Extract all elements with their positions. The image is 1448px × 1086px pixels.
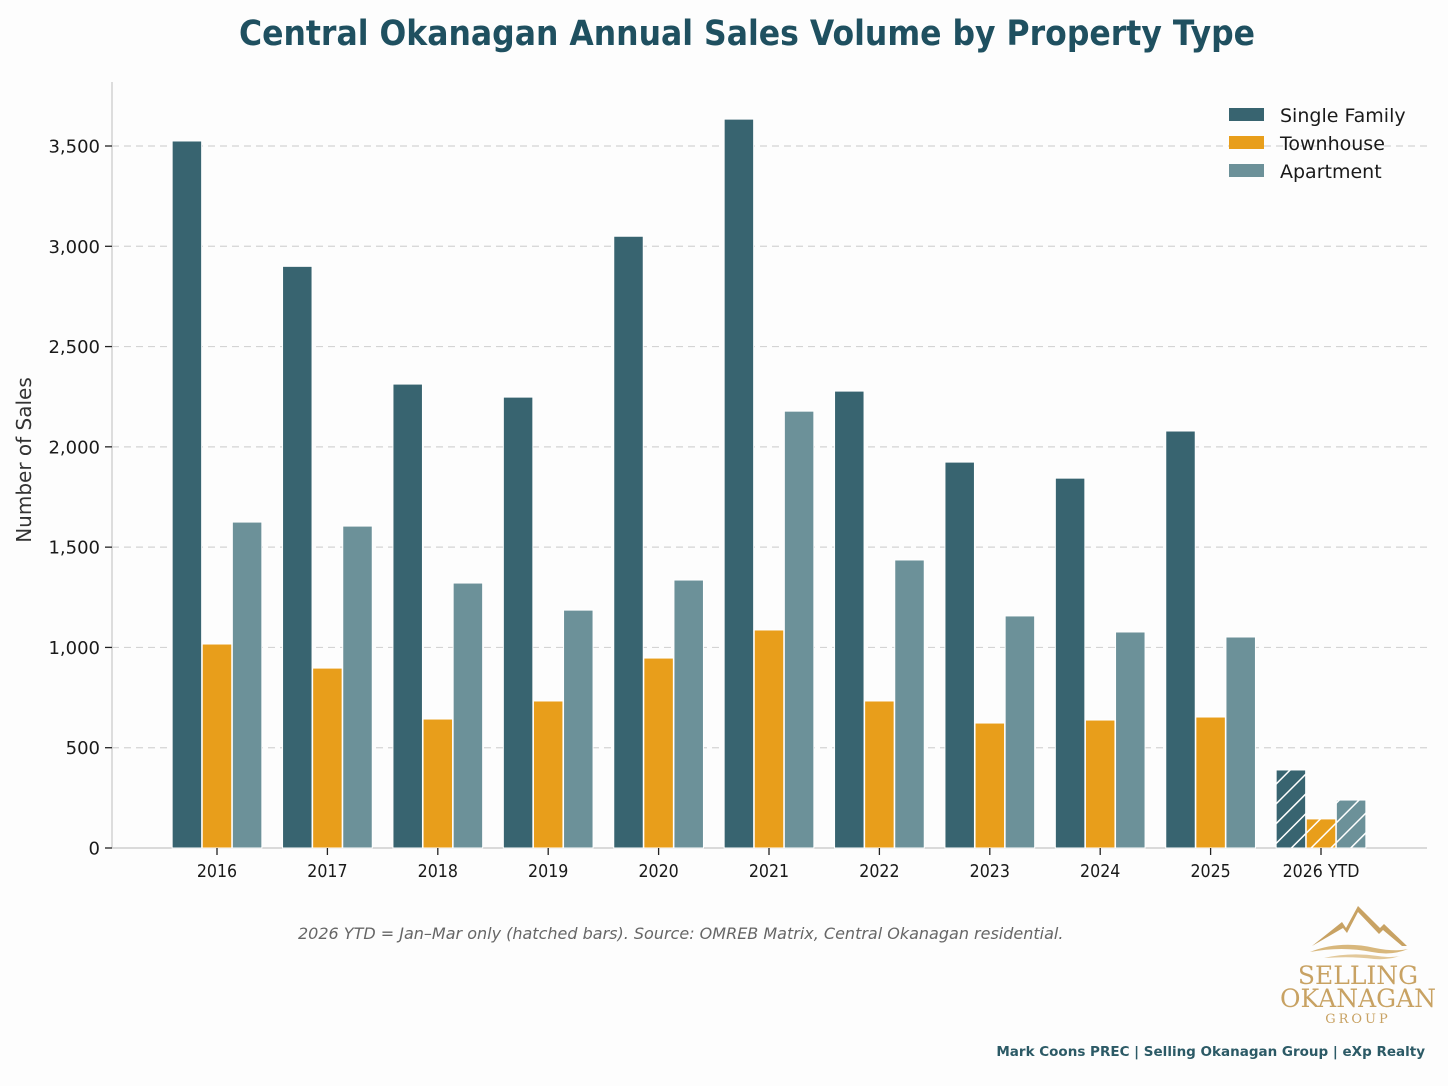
- legend-swatch-single-family: [1229, 108, 1264, 121]
- bars: [171, 118, 1367, 849]
- y-tick-label: 3,000: [48, 237, 100, 258]
- bar-apartment: [1115, 631, 1146, 849]
- x-tick-label: 2022: [859, 860, 899, 881]
- x-tick-label: 2018: [418, 860, 458, 881]
- legend: Single Family Townhouse Apartment: [1229, 105, 1406, 183]
- y-axis-label: Number of Sales: [12, 377, 36, 543]
- x-tick-label: 2016: [197, 860, 237, 881]
- x-tick-label: 2023: [970, 860, 1010, 881]
- footer-credit: Mark Coons PREC | Selling Okanagan Group…: [996, 1044, 1425, 1060]
- y-tick-label: 1,500: [48, 538, 100, 559]
- bar-single-family: [171, 140, 203, 849]
- y-tick-label: 2,000: [48, 437, 100, 458]
- chart-title: Central Okanagan Annual Sales Volume by …: [238, 14, 1256, 54]
- bar-townhouse: [753, 629, 785, 849]
- bar-apartment: [1225, 636, 1256, 849]
- bar-apartment: [894, 559, 925, 849]
- bar-single-family: [1165, 430, 1196, 849]
- bar-single-family: [392, 383, 423, 849]
- bar-apartment-hatch: [1336, 800, 1366, 848]
- bar-townhouse: [201, 643, 233, 849]
- x-tick-label: 2025: [1190, 860, 1230, 881]
- x-tick-label: 2019: [528, 860, 568, 881]
- bar-single-family: [834, 390, 865, 849]
- logo-line-3: GROUP: [1325, 1012, 1391, 1027]
- bar-apartment: [783, 410, 815, 849]
- y-axis-ticks: 0 500 1,000 1,500 2,000 2,500 3,000 3,500: [48, 137, 112, 860]
- bar-apartment: [452, 582, 484, 849]
- bar-single-family: [723, 118, 755, 849]
- legend-label: Single Family: [1280, 105, 1406, 127]
- bar-townhouse: [1084, 719, 1116, 849]
- bar-apartment: [563, 609, 594, 849]
- y-tick-label: 1,000: [48, 638, 100, 659]
- bar-single-family: [502, 396, 534, 849]
- bar-townhouse: [974, 722, 1006, 849]
- company-logo: SELLING OKANAGAN GROUP: [1280, 906, 1436, 1027]
- y-tick-label: 500: [66, 738, 100, 759]
- bar-townhouse: [532, 700, 564, 849]
- bar-single-family: [613, 235, 644, 849]
- x-tick-label: 2020: [638, 860, 678, 881]
- bar-apartment: [342, 525, 373, 849]
- bar-townhouse: [422, 718, 454, 849]
- chart-annotation: 2026 YTD = Jan–Mar only (hatched bars). …: [298, 924, 1064, 943]
- bar-townhouse: [864, 700, 895, 849]
- legend-swatch-apartment: [1229, 164, 1264, 177]
- legend-label: Townhouse: [1279, 133, 1385, 155]
- legend-label: Apartment: [1280, 161, 1382, 183]
- y-tick-label: 0: [89, 839, 100, 860]
- bar-townhouse-hatch: [1306, 818, 1336, 848]
- logo-line-2: OKANAGAN: [1280, 984, 1436, 1013]
- bar-apartment: [231, 521, 263, 849]
- bar-single-family: [1054, 477, 1086, 849]
- bar-townhouse: [312, 667, 343, 849]
- bar-apartment: [1004, 615, 1036, 849]
- bar-single-family: [944, 461, 975, 849]
- bar-single-family-hatch: [1276, 769, 1306, 848]
- x-tick-label: 2021: [749, 860, 789, 881]
- logo-line-1: SELLING: [1298, 961, 1418, 990]
- x-tick-label: 2026 YTD: [1283, 860, 1360, 881]
- x-tick-label: 2024: [1080, 860, 1120, 881]
- x-tick-label: 2017: [307, 860, 347, 881]
- bar-townhouse: [1195, 716, 1226, 849]
- bar-apartment: [673, 579, 704, 849]
- y-tick-label: 3,500: [48, 137, 100, 158]
- x-axis-ticks: 2016 2017 2018 2019 2020 2021 2022 2023 2024 2025…: [197, 848, 1360, 881]
- y-tick-label: 2,500: [48, 337, 100, 358]
- legend-swatch-townhouse: [1229, 136, 1264, 149]
- bar-single-family: [282, 265, 313, 849]
- bar-townhouse: [643, 657, 674, 849]
- mountain-logo-icon: [1310, 906, 1408, 960]
